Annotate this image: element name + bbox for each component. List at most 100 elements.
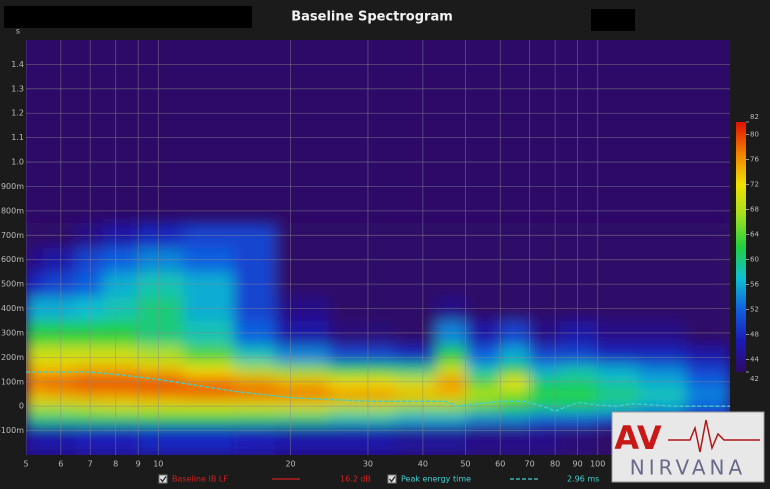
- heatmap-cell: [275, 363, 330, 377]
- heatmap-cell: [596, 387, 640, 401]
- heatmap-cell: [560, 387, 598, 401]
- heatmap-cell: [529, 424, 561, 455]
- y-tick-label: -100m: [0, 426, 24, 435]
- x-tick-label: 70: [525, 460, 535, 469]
- x-tick-label: 9: [136, 460, 141, 469]
- redaction: [4, 6, 252, 28]
- heatmap-cell: [499, 424, 530, 455]
- heatmap-cell: [233, 412, 276, 425]
- heatmap-cell: [395, 424, 437, 455]
- y-tick-label: 200m: [1, 353, 24, 362]
- heatmap-cell: [102, 412, 138, 425]
- heatmap-cell: [183, 412, 235, 425]
- x-tick-label: 8: [113, 460, 118, 469]
- colorbar: [736, 122, 746, 372]
- heatmap-cell: [26, 345, 44, 364]
- heatmap-cell: [560, 363, 598, 377]
- colorbar-tick-label: 76: [750, 156, 759, 164]
- legend-label: Peak energy time: [401, 475, 471, 484]
- heatmap-cell: [136, 412, 184, 425]
- y-tick-label: 800m: [1, 206, 24, 215]
- heatmap-cell: [436, 387, 468, 401]
- heatmap-cell: [75, 363, 104, 377]
- plot-area: [26, 40, 730, 455]
- heatmap-cell: [466, 345, 501, 364]
- heatmap-cell: [43, 345, 77, 364]
- logo: AV NIRVANA: [611, 411, 765, 483]
- heatmap-cell: [596, 345, 640, 364]
- heatmap-cell: [466, 363, 501, 377]
- colorbar-tick-label: 60: [750, 256, 759, 264]
- colorbar-tick-label: 42: [750, 375, 759, 383]
- series-line: [26, 371, 730, 412]
- x-tick-label: 6: [58, 460, 63, 469]
- heatmap-cell: [26, 363, 44, 377]
- heatmap-cell: [685, 363, 730, 377]
- y-tick-label: 100m: [1, 377, 24, 386]
- heatmap-cell: [43, 424, 77, 455]
- heatmap-cell: [529, 412, 561, 425]
- y-tick-label: 1.4: [11, 60, 24, 69]
- heatmap-cell: [395, 345, 437, 364]
- chart-title: Baseline Spectrogram: [291, 10, 453, 25]
- heatmap-cell: [275, 345, 330, 364]
- logo-mark: AV: [614, 419, 662, 457]
- heatmap-cell: [183, 363, 235, 377]
- colorbar-tick-label: 72: [750, 181, 759, 189]
- redaction: [591, 9, 635, 31]
- legend-check: [160, 476, 167, 483]
- heatmap-cell: [275, 424, 330, 455]
- heatmap-cell: [499, 363, 530, 377]
- y-tick-label: 400m: [1, 304, 24, 313]
- x-tick-label: 7: [88, 460, 93, 469]
- heatmap-cell: [466, 412, 501, 425]
- heatmap-cell: [499, 412, 530, 425]
- heatmap-cell: [436, 363, 468, 377]
- legend-check: [389, 476, 396, 483]
- heatmap-cell: [233, 363, 276, 377]
- heatmap-cell: [183, 387, 235, 401]
- y-tick-label: 1.3: [11, 84, 24, 93]
- heatmap-cell: [596, 363, 640, 377]
- heatmap-cell: [466, 387, 501, 401]
- heatmap-cell: [638, 387, 687, 401]
- heatmap-cell: [560, 345, 598, 364]
- y-tick-label: 1.0: [11, 158, 24, 167]
- y-tick-label: 0: [19, 402, 24, 411]
- colorbar-tick-label: 64: [750, 231, 759, 239]
- x-tick-label: 60: [495, 460, 505, 469]
- x-tick-label: 10: [153, 460, 163, 469]
- heatmap-cell: [75, 345, 104, 364]
- heatmap-cell: [329, 387, 396, 401]
- heatmap-cell: [638, 345, 687, 364]
- heatmap-cell: [136, 424, 184, 455]
- logo-text: NIRVANA: [630, 456, 746, 480]
- heatmap-cell: [529, 345, 561, 364]
- heatmap-cell: [466, 424, 501, 455]
- heatmap-cell: [395, 363, 437, 377]
- legend-checkbox[interactable]: [158, 474, 168, 484]
- heatmap-cell: [26, 387, 44, 401]
- heatmap-cell: [183, 345, 235, 364]
- heatmap-cell: [436, 424, 468, 455]
- x-tick-label: 30: [363, 460, 373, 469]
- heatmap-cell: [102, 363, 138, 377]
- x-tick-label: 20: [285, 460, 295, 469]
- heatmap-cell: [26, 412, 44, 425]
- heatmap-cell: [75, 387, 104, 401]
- heatmap-cell: [436, 345, 468, 364]
- heatmap-cell: [136, 387, 184, 401]
- legend-value: 16.2 dB: [340, 475, 371, 484]
- heatmap-cell: [395, 412, 437, 425]
- legend-checkbox[interactable]: [387, 474, 397, 484]
- heatmap-cell: [685, 345, 730, 364]
- heatmap-cell: [499, 345, 530, 364]
- heatmap-cell: [529, 363, 561, 377]
- heatmap-cell: [499, 387, 530, 401]
- colorbar-tick-label: 68: [750, 206, 759, 214]
- heatmap-cell: [75, 424, 104, 455]
- heatmap-cell: [436, 412, 468, 425]
- colorbar-tick-label: 56: [750, 281, 759, 289]
- y-tick-label: 900m: [1, 182, 24, 191]
